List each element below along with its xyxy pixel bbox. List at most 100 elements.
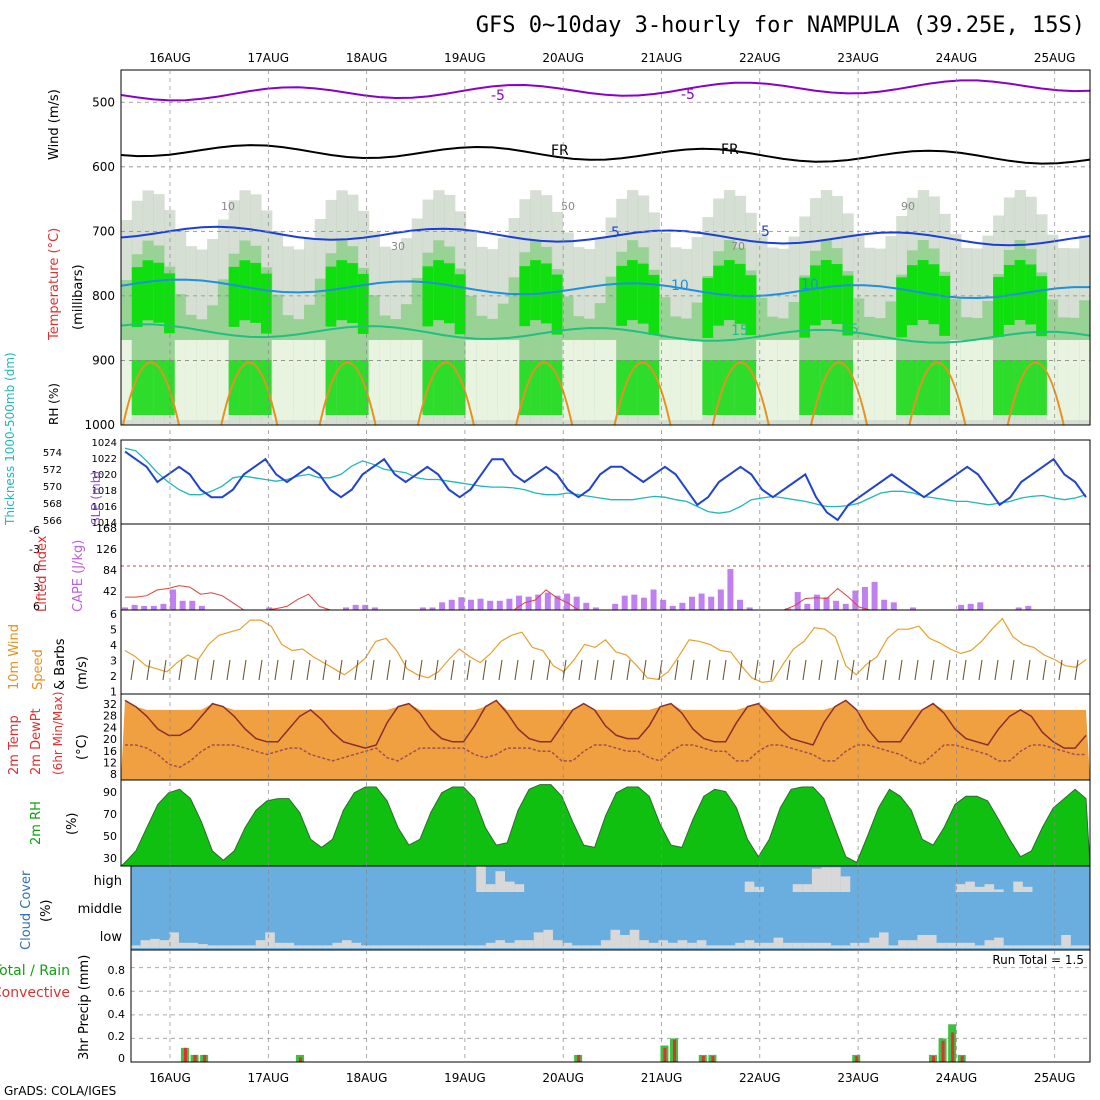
cloud-bar	[131, 945, 141, 948]
rh-band-bright	[131, 267, 144, 328]
wind-barb	[322, 659, 327, 681]
rh-band-mid	[239, 240, 251, 415]
panel-frame	[130, 949, 1091, 1063]
rh-band-bright	[433, 260, 445, 321]
rh-band-mid	[454, 268, 467, 415]
cloud-bar	[706, 945, 716, 948]
cloud-bar	[668, 942, 678, 948]
rh-band-bright	[627, 260, 639, 321]
cape-tick-label: 42	[103, 585, 117, 598]
rh-band-bright-low	[239, 360, 251, 415]
temp-contour-label: -5	[491, 88, 505, 104]
temp-contour-line	[120, 79, 1091, 102]
rh-band-bright-low	[347, 360, 359, 415]
temperature-axis-label: Temperature (°C)	[47, 228, 62, 341]
precip-convective-bar	[931, 1056, 935, 1062]
rh-band-bright-low	[734, 360, 747, 415]
cloud-bar	[466, 945, 477, 948]
rh-band-mid	[637, 247, 650, 415]
cape-bar	[910, 607, 917, 610]
temp-contour-line	[120, 144, 1091, 165]
rh-band-mid	[713, 251, 725, 415]
precip-convective-bar	[663, 1047, 667, 1062]
temp-contour-label: 10	[671, 278, 689, 294]
cloud-bar	[255, 940, 266, 948]
cloud-bar	[936, 942, 947, 948]
precip-convective-bar	[193, 1054, 197, 1062]
wind-barb	[802, 659, 807, 681]
rh-band-mid	[444, 246, 456, 415]
rh-band-light	[573, 340, 585, 420]
wind-barb	[722, 659, 727, 681]
precip-convective-bar	[711, 1056, 715, 1062]
cloud-bar	[418, 945, 429, 948]
cloud-bar	[792, 942, 803, 948]
cape-bar	[141, 605, 148, 610]
cloud-bar	[303, 945, 314, 948]
date-bottom-label: 25AUG	[1034, 1071, 1076, 1085]
cloud-bar	[294, 945, 304, 948]
rh2m-area	[119, 784, 1091, 867]
rh-band-bright-low	[228, 360, 241, 415]
rh-band-light	[1046, 340, 1059, 420]
cloud-bar	[831, 945, 841, 948]
wind-barb	[338, 659, 343, 681]
wind-barb	[386, 659, 391, 681]
rh-band-bright-low	[433, 360, 445, 415]
wind-barb	[1058, 659, 1063, 681]
cloud-bar	[332, 942, 342, 948]
rh-band-bright	[723, 260, 736, 321]
rh-band-bright	[239, 260, 251, 321]
cape-bar	[977, 602, 984, 610]
cape-bar	[727, 569, 734, 610]
rh-band-mid	[433, 240, 445, 415]
precip-convective-bar	[701, 1056, 705, 1062]
cloud-bar	[802, 884, 812, 892]
wind-barb	[130, 659, 135, 681]
rh-band-light	[777, 340, 790, 420]
cloud-bar	[178, 942, 189, 948]
rh-band-mid	[325, 253, 337, 415]
cape-bar	[717, 589, 724, 610]
precip-tick-label: 0.8	[108, 964, 126, 977]
wind-barb	[1074, 659, 1079, 681]
cloud-bar	[811, 868, 822, 892]
rh-band-light	[960, 340, 973, 420]
thickness-tick-label: 566	[43, 516, 62, 527]
wind-barb	[354, 659, 359, 681]
cloud-bar	[485, 884, 496, 892]
rh-contour-label: 90	[901, 200, 915, 213]
precip-convective-bar	[951, 1032, 955, 1062]
rh-contour-label: 50	[561, 200, 575, 213]
cloud-bar	[217, 945, 227, 948]
rh-band-mid	[260, 267, 273, 415]
cloud-bar	[236, 945, 247, 948]
cloud-bar	[1042, 945, 1052, 948]
cloud-bar	[773, 937, 784, 948]
rh-band-light	[680, 340, 693, 420]
cape-bar	[688, 596, 695, 610]
cape-bar	[467, 599, 474, 610]
rh-band-mid	[164, 266, 176, 415]
thickness-tick-label: 568	[43, 499, 62, 510]
rh-band-bright	[1014, 260, 1026, 321]
rh-band-light	[304, 340, 316, 420]
rh-band-bright-low	[1014, 360, 1026, 415]
cloud-bar	[955, 942, 966, 948]
cape-bar	[1015, 607, 1022, 610]
cloud-bar	[850, 942, 860, 948]
rh-band-light	[562, 340, 574, 420]
rh-band-bright	[734, 263, 747, 324]
cloud-bar	[457, 945, 467, 948]
temp-contour-line	[120, 278, 1090, 300]
cloud-bar	[505, 942, 515, 948]
rh-band-bright	[637, 263, 650, 324]
cape-bar	[371, 607, 378, 610]
warm-contour-arch	[810, 361, 869, 426]
cape-bar	[477, 598, 484, 610]
date-top-label: 17AUG	[248, 51, 290, 65]
cloud-bar	[226, 945, 237, 948]
wind-barb	[962, 659, 967, 681]
cape-bar	[583, 602, 590, 610]
cloud-bar	[888, 945, 899, 948]
